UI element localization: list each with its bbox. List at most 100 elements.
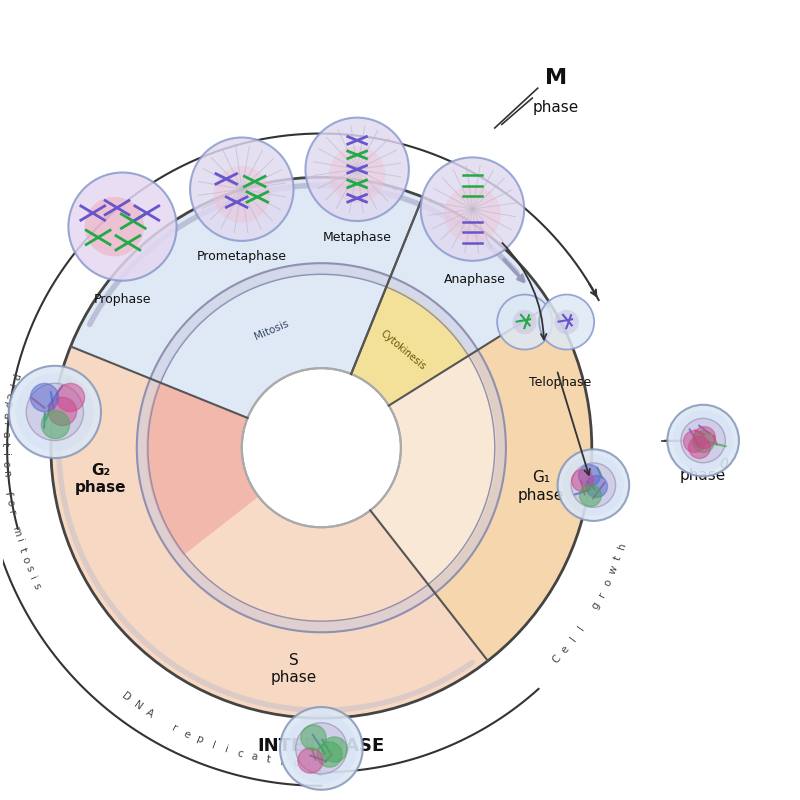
Text: c: c bbox=[236, 748, 244, 759]
Text: s: s bbox=[31, 582, 42, 591]
Text: o: o bbox=[293, 758, 300, 769]
Text: C: C bbox=[550, 654, 562, 666]
Wedge shape bbox=[70, 178, 550, 448]
Text: r: r bbox=[170, 722, 178, 734]
Text: r: r bbox=[1, 422, 10, 427]
Text: e: e bbox=[4, 392, 14, 400]
Circle shape bbox=[421, 158, 524, 261]
Circle shape bbox=[667, 405, 739, 476]
Text: p: p bbox=[2, 402, 13, 410]
Wedge shape bbox=[322, 305, 592, 661]
Text: Anaphase: Anaphase bbox=[444, 273, 506, 286]
Text: o: o bbox=[4, 499, 15, 507]
Text: i: i bbox=[280, 757, 284, 767]
Wedge shape bbox=[159, 273, 387, 448]
Wedge shape bbox=[146, 382, 322, 555]
Circle shape bbox=[444, 186, 501, 242]
Circle shape bbox=[190, 138, 294, 241]
Circle shape bbox=[558, 450, 629, 521]
Circle shape bbox=[85, 197, 144, 256]
Circle shape bbox=[26, 383, 83, 441]
Text: r: r bbox=[6, 383, 16, 390]
Text: i: i bbox=[0, 453, 10, 456]
Text: o: o bbox=[602, 578, 614, 587]
Text: a: a bbox=[250, 751, 258, 762]
Text: phase: phase bbox=[680, 468, 726, 483]
Circle shape bbox=[16, 373, 94, 451]
Text: o: o bbox=[19, 554, 31, 564]
Text: G₂
phase: G₂ phase bbox=[75, 462, 126, 495]
Text: n: n bbox=[1, 470, 11, 478]
Wedge shape bbox=[322, 355, 496, 586]
Text: A: A bbox=[144, 707, 155, 720]
Text: Cytokinesis: Cytokinesis bbox=[378, 329, 428, 372]
Circle shape bbox=[563, 454, 624, 515]
Text: Prophase: Prophase bbox=[94, 293, 151, 306]
Circle shape bbox=[329, 146, 386, 203]
Text: p: p bbox=[195, 734, 205, 746]
Text: P: P bbox=[7, 372, 18, 381]
Wedge shape bbox=[322, 286, 470, 448]
Circle shape bbox=[513, 310, 537, 334]
Circle shape bbox=[148, 274, 494, 621]
Text: r: r bbox=[597, 590, 607, 598]
Text: S
phase: S phase bbox=[271, 653, 318, 685]
Text: t: t bbox=[17, 546, 27, 554]
Text: i: i bbox=[27, 574, 38, 581]
Text: l: l bbox=[210, 740, 216, 750]
Text: h: h bbox=[617, 541, 628, 550]
Text: Telophase: Telophase bbox=[529, 376, 591, 389]
Text: Prometaphase: Prometaphase bbox=[197, 250, 286, 263]
Circle shape bbox=[571, 463, 615, 507]
Circle shape bbox=[673, 410, 734, 471]
Text: t: t bbox=[613, 554, 623, 562]
Text: N: N bbox=[132, 699, 144, 712]
Text: 0: 0 bbox=[719, 458, 728, 471]
Circle shape bbox=[68, 173, 177, 281]
Text: a: a bbox=[0, 431, 10, 438]
Text: phase: phase bbox=[533, 100, 579, 114]
Circle shape bbox=[137, 263, 506, 632]
Circle shape bbox=[306, 118, 409, 221]
Circle shape bbox=[296, 722, 347, 774]
Circle shape bbox=[9, 366, 101, 458]
Circle shape bbox=[242, 368, 401, 527]
Text: Metaphase: Metaphase bbox=[322, 231, 391, 244]
Circle shape bbox=[286, 714, 357, 783]
Text: r: r bbox=[6, 510, 17, 516]
Text: o: o bbox=[0, 461, 10, 467]
Wedge shape bbox=[429, 305, 592, 661]
Text: G: G bbox=[694, 434, 712, 454]
Text: D: D bbox=[120, 690, 133, 704]
Text: i: i bbox=[223, 745, 230, 755]
Circle shape bbox=[497, 294, 552, 350]
Circle shape bbox=[554, 310, 579, 334]
Circle shape bbox=[539, 294, 594, 350]
Text: s: s bbox=[23, 564, 34, 573]
Text: l: l bbox=[576, 624, 586, 633]
Text: f: f bbox=[3, 490, 14, 496]
Text: g: g bbox=[590, 601, 602, 611]
Wedge shape bbox=[322, 355, 496, 586]
Text: m: m bbox=[10, 526, 22, 538]
Text: M: M bbox=[545, 68, 567, 88]
Wedge shape bbox=[183, 448, 429, 622]
Wedge shape bbox=[322, 286, 470, 448]
Wedge shape bbox=[146, 382, 322, 555]
Text: e: e bbox=[182, 729, 192, 740]
Circle shape bbox=[280, 707, 362, 790]
Text: G₁
phase: G₁ phase bbox=[518, 470, 564, 502]
Text: e: e bbox=[559, 644, 571, 655]
Text: l: l bbox=[569, 635, 578, 643]
Wedge shape bbox=[159, 273, 387, 448]
Text: i: i bbox=[14, 538, 24, 544]
Wedge shape bbox=[183, 448, 429, 622]
Text: t: t bbox=[265, 754, 271, 765]
Circle shape bbox=[214, 166, 270, 223]
Text: t: t bbox=[0, 442, 10, 446]
Text: n: n bbox=[307, 759, 314, 770]
Text: w: w bbox=[607, 565, 619, 576]
Text: Mitosis: Mitosis bbox=[253, 319, 290, 342]
Text: a: a bbox=[1, 411, 12, 419]
Circle shape bbox=[681, 418, 726, 462]
